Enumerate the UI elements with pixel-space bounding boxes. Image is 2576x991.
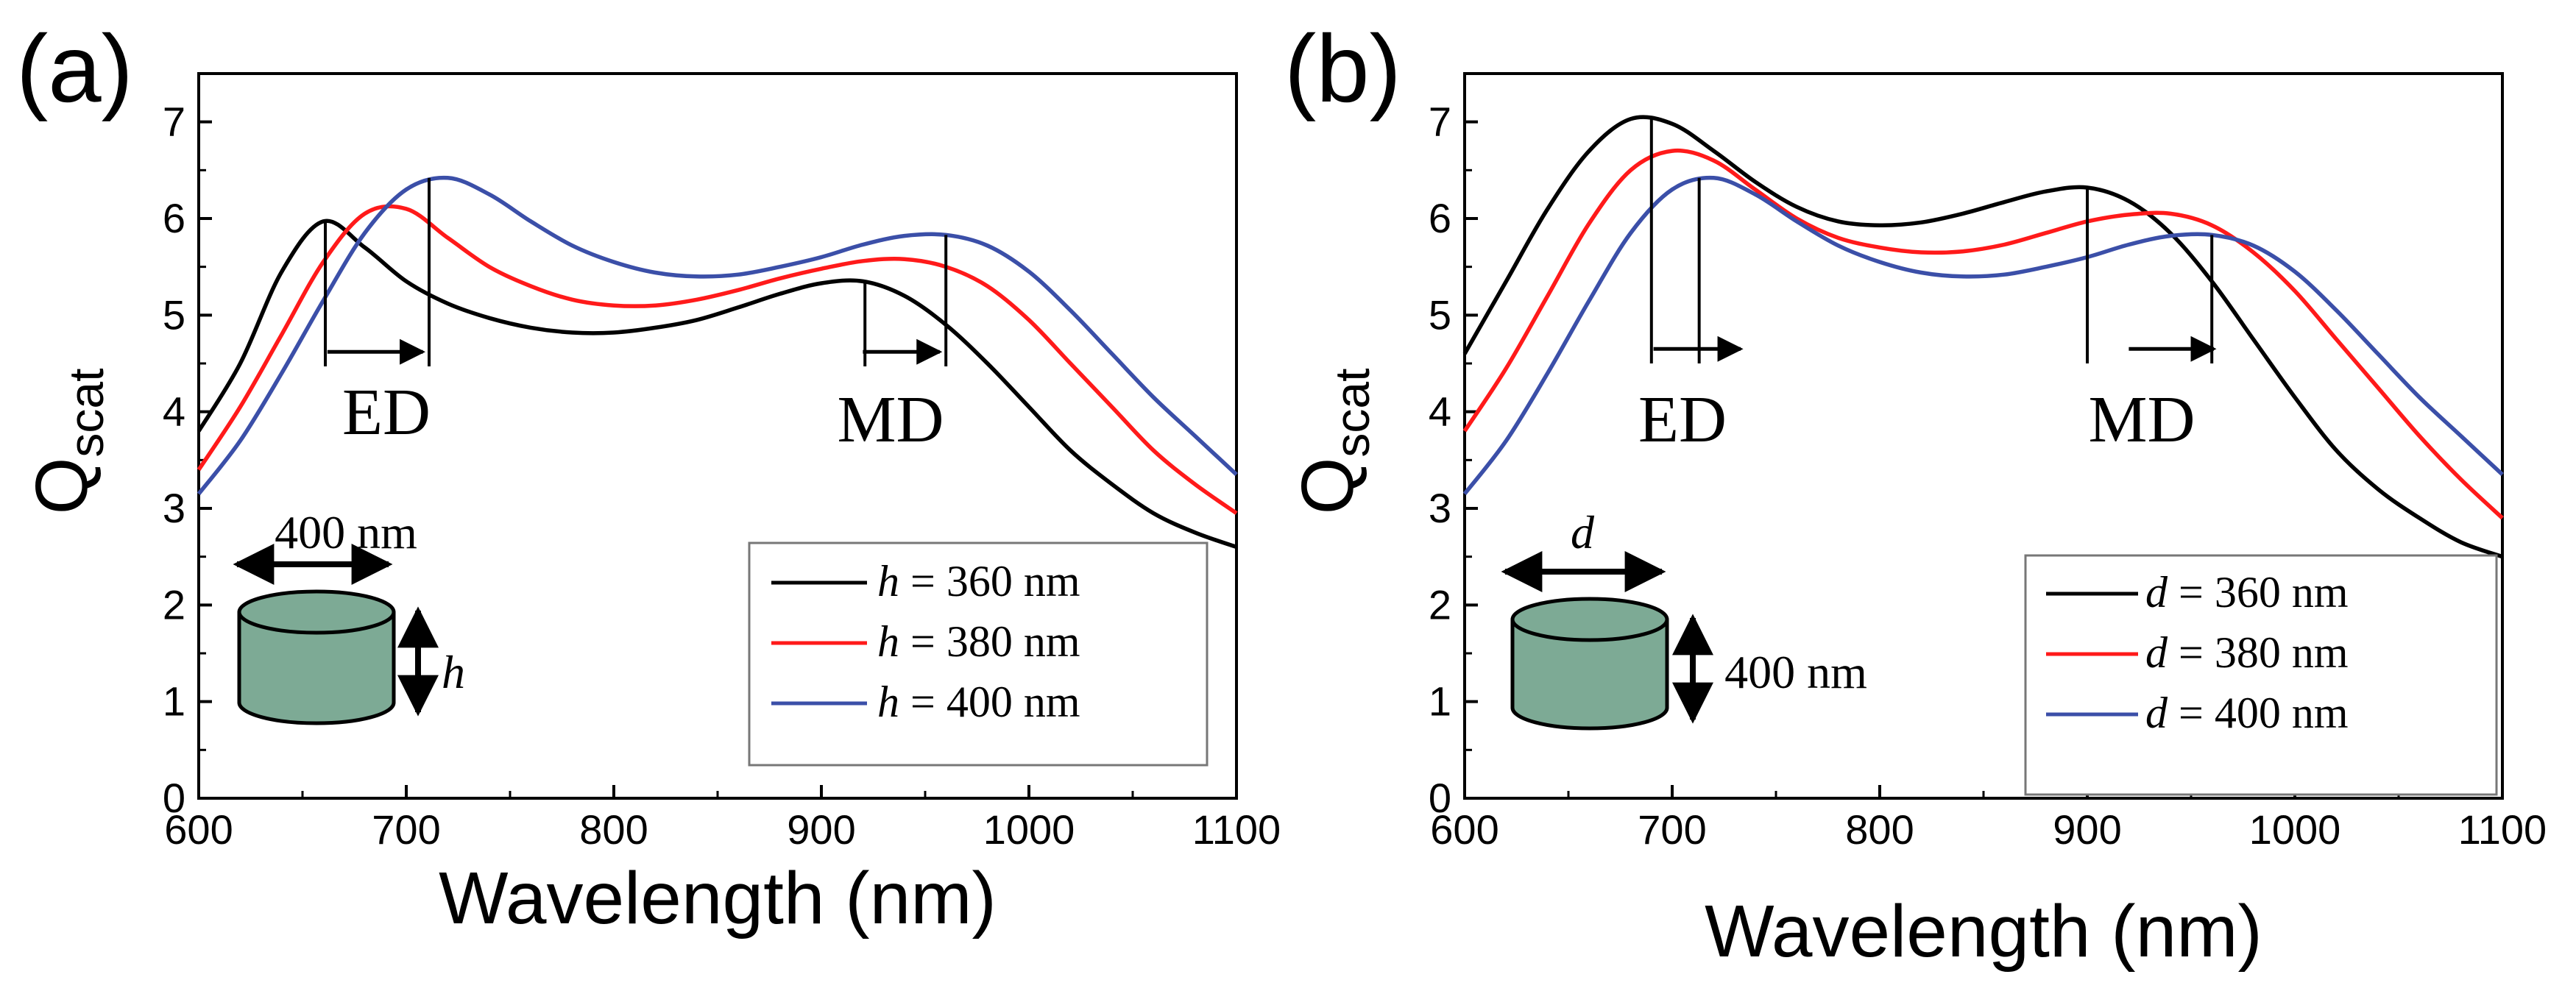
legend-box: [748, 541, 1209, 767]
ed-label: ED: [342, 376, 431, 449]
legend-label: h = 380 nm: [877, 617, 1080, 666]
y-axis-label-sub: scat: [1325, 369, 1379, 458]
diameter-label: 400 nm: [275, 506, 417, 558]
x-tick-label: 900: [787, 806, 855, 853]
x-axis-label: Wavelength (nm): [1705, 890, 2262, 973]
y-tick-label: 7: [163, 99, 185, 145]
x-tick-label: 900: [2053, 806, 2121, 853]
x-tick-label: 700: [1638, 806, 1706, 853]
panel-b: (b) 600 700 800 900 1000 1100 0 1 2 3 4 5 6 7 Wavele…: [1284, 15, 2547, 973]
x-ticks: 600 700 800 900 1000 1100: [1430, 785, 2547, 853]
x-ticks: 600 700 800 900 1000 1100: [164, 785, 1281, 853]
cylinder-top: [1510, 597, 1669, 642]
y-tick-label: 5: [163, 291, 185, 338]
x-tick-label: 1100: [1192, 806, 1281, 853]
x-tick-label: 800: [1845, 806, 1914, 853]
y-ticks: 0 1 2 3 4 5 6 7: [1429, 99, 1478, 821]
peak-markers: [324, 177, 948, 366]
x-tick-label: 600: [164, 806, 233, 853]
legend-label: d = 360 nm: [2145, 568, 2349, 617]
y-axis-label: Qscat: [21, 369, 113, 515]
panel-label: (b): [1284, 15, 1401, 122]
y-tick-label: 2: [163, 581, 185, 628]
y-tick-label: 0: [163, 775, 185, 821]
legend: h = 360 nm h = 380 nm h = 400 nm: [748, 541, 1209, 767]
x-tick-label: 1000: [983, 806, 1075, 853]
y-tick-label: 7: [1429, 99, 1451, 145]
cylinder-inset: 400 nm h: [233, 506, 465, 725]
panel-label: (a): [16, 15, 133, 122]
svg-text:Qscat: Qscat: [1287, 369, 1379, 515]
series-line-eq-380-nm: [197, 204, 1238, 515]
y-tick-label: 5: [1429, 291, 1451, 338]
x-tick-label: 1100: [2458, 806, 2547, 853]
y-tick-label: 2: [1429, 581, 1451, 628]
y-tick-label: 6: [1429, 195, 1451, 241]
y-axis-label: Qscat: [1287, 369, 1379, 515]
legend-label: d = 380 nm: [2145, 628, 2349, 677]
cylinder-inset: d 400 nm: [1501, 506, 1867, 731]
y-tick-label: 6: [163, 195, 185, 241]
series-group: [197, 175, 1238, 550]
y-axis-label-sub: scat: [59, 369, 113, 458]
peak-markers: [1649, 118, 2214, 363]
svg-text:Qscat: Qscat: [21, 369, 113, 515]
y-tick-label: 3: [1429, 485, 1451, 531]
height-label: h: [442, 646, 465, 698]
y-tick-label: 1: [163, 678, 185, 725]
cylinder-body: [1510, 619, 1669, 731]
series-line-eq-380-nm: [1462, 148, 2504, 520]
cylinder-top: [237, 589, 396, 635]
x-tick-label: 600: [1430, 806, 1498, 853]
legend: d = 360 nm d = 380 nm d = 400 nm: [2024, 554, 2498, 796]
series-line-eq-360-nm: [1462, 115, 2503, 559]
legend-label: d = 400 nm: [2145, 689, 2349, 737]
y-tick-label: 0: [1429, 775, 1451, 821]
x-axis-label: Wavelength (nm): [439, 857, 997, 940]
y-tick-label: 1: [1429, 678, 1451, 725]
panel-a: (a) 600 700 800 900 1000 1100 0 1 2 3 4 5 6 7 Wavele…: [16, 15, 1281, 940]
x-tick-label: 800: [579, 806, 648, 853]
legend-entries: h = 360 nm h = 380 nm h = 400 nm: [771, 557, 1080, 726]
y-axis-label-main: Q: [1287, 458, 1369, 515]
y-tick-label: 3: [163, 485, 185, 531]
y-axis-label-main: Q: [21, 458, 103, 515]
y-tick-label: 4: [1429, 388, 1451, 435]
series-group: [1462, 115, 2504, 559]
y-tick-label: 4: [163, 388, 185, 435]
diameter-label: d: [1571, 506, 1595, 558]
md-label: MD: [837, 383, 944, 456]
legend-label: h = 360 nm: [877, 557, 1080, 605]
x-tick-label: 700: [372, 806, 440, 853]
y-ticks: 0 1 2 3 4 5 6 7: [163, 99, 212, 821]
legend-entries: d = 360 nm d = 380 nm d = 400 nm: [2046, 568, 2349, 737]
md-label: MD: [2088, 383, 2195, 456]
series-line-eq-400-nm: [197, 175, 1238, 495]
ed-label: ED: [1638, 383, 1727, 456]
height-label: 400 nm: [1724, 646, 1867, 698]
cylinder-body: [237, 612, 396, 725]
legend-label: h = 400 nm: [877, 678, 1080, 726]
series-line-eq-400-nm: [1462, 175, 2504, 495]
x-tick-label: 1000: [2249, 806, 2341, 853]
